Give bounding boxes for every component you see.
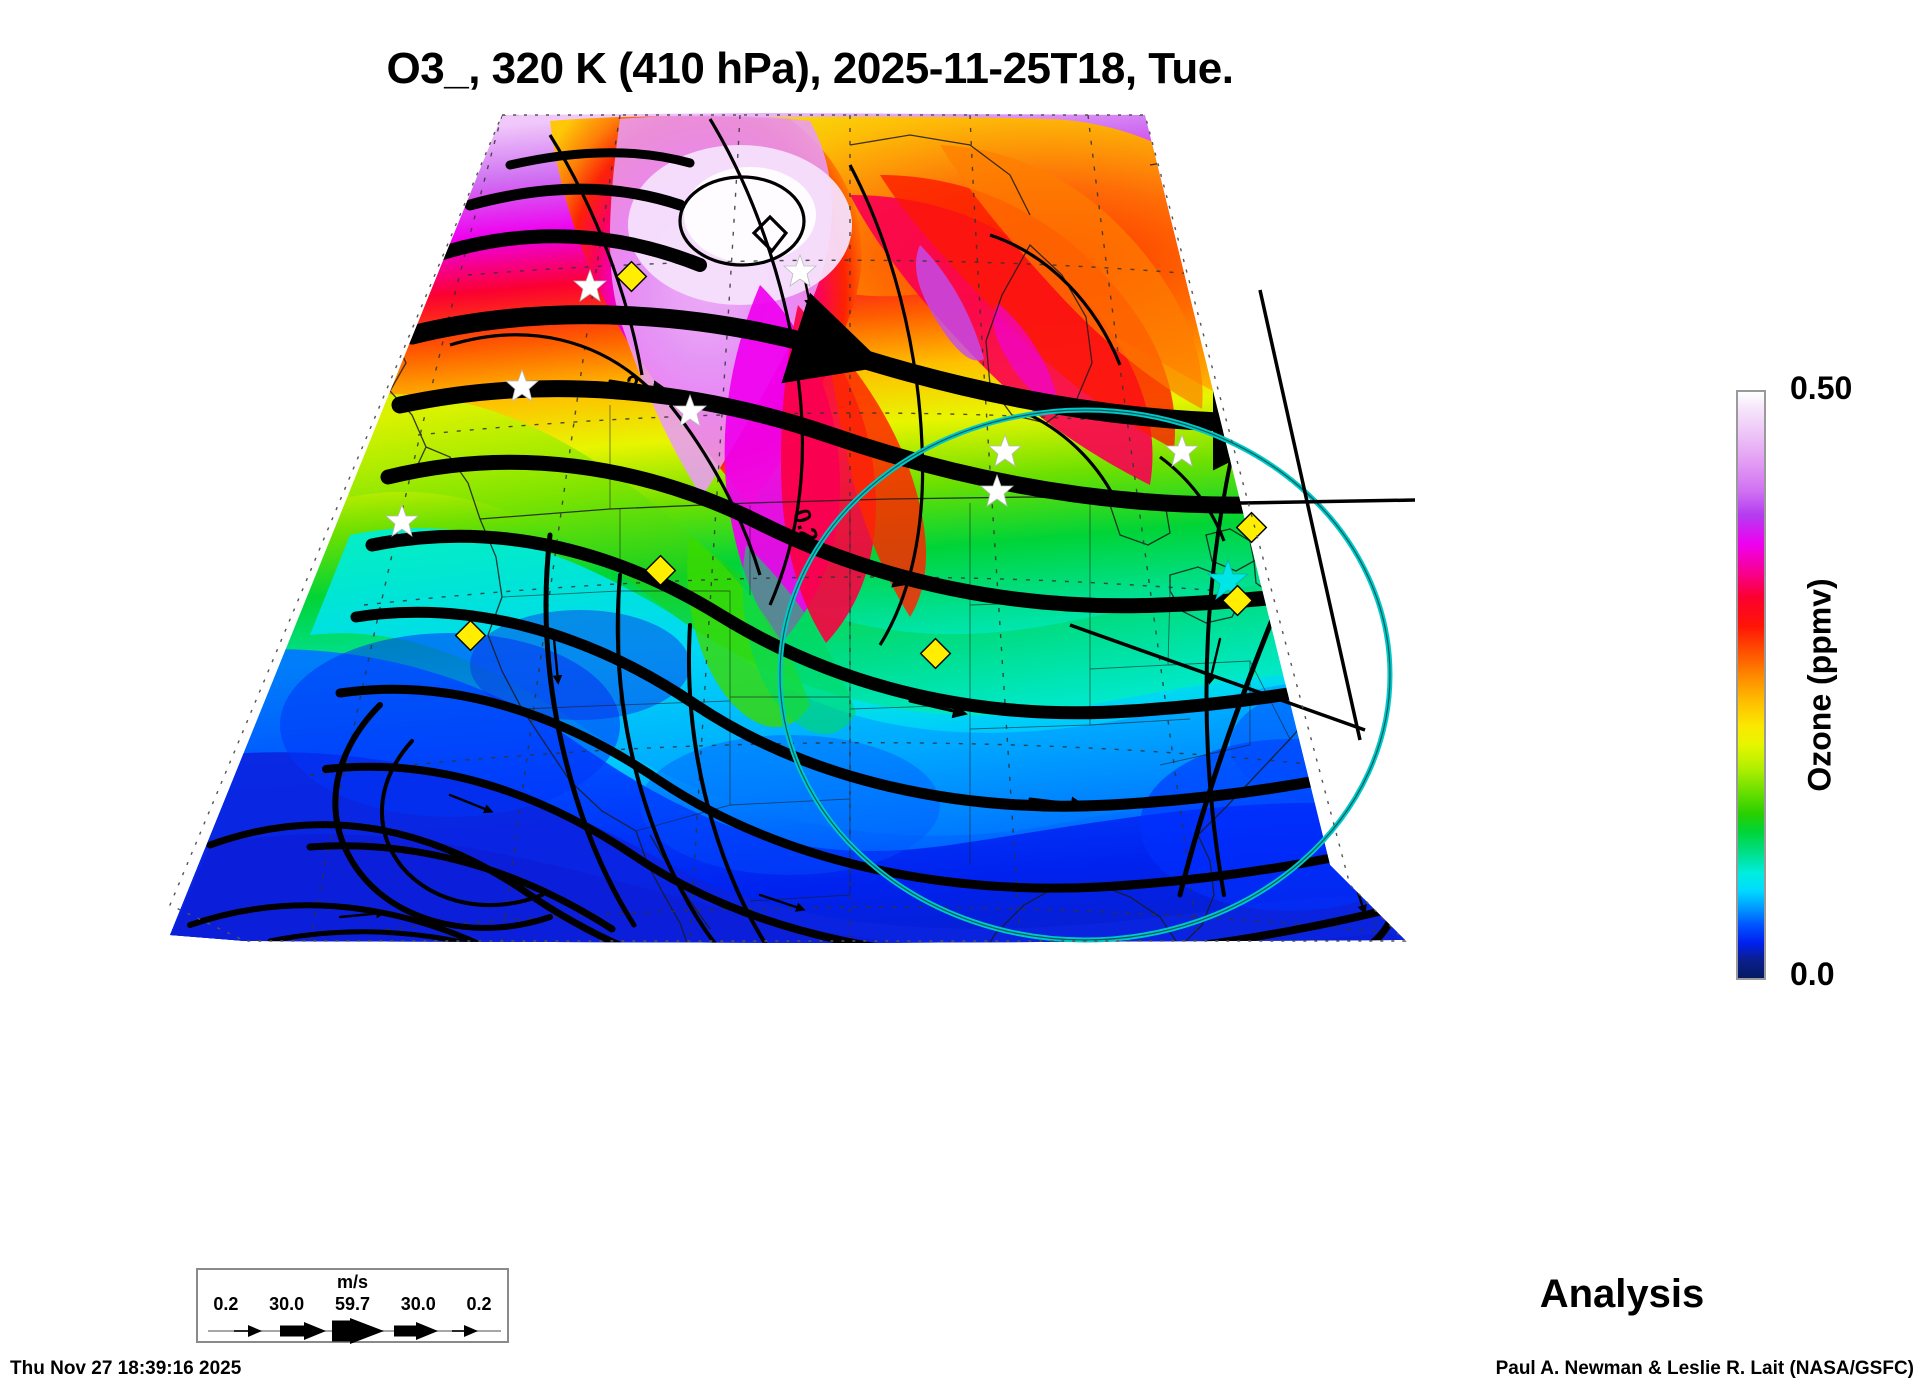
- ozone-map[interactable]: 0.2 0.2: [150, 105, 1570, 1265]
- white-star-marker[interactable]: [987, 433, 1023, 467]
- map-outline: [169, 114, 1407, 942]
- colorbar-min-label: 0.0: [1790, 956, 1835, 992]
- page-title: O3_, 320 K (410 hPa), 2025-11-25T18, Tue…: [386, 44, 1234, 93]
- colorbar-axis-title: Ozone (ppmv): [1802, 472, 1839, 791]
- wind-legend-arrows: [208, 1318, 501, 1344]
- white-star-marker[interactable]: [979, 473, 1015, 507]
- yellow-diamond-marker[interactable]: [1221, 584, 1254, 617]
- range-circle-outline: [779, 409, 1391, 941]
- white-star-marker[interactable]: [504, 368, 540, 402]
- author-credit: Paul A. Newman & Leslie R. Lait (NASA/GS…: [1495, 1358, 1914, 1379]
- white-star-marker[interactable]: [782, 253, 818, 287]
- yellow-diamond-marker[interactable]: [644, 554, 677, 587]
- yellow-diamond-marker[interactable]: [615, 260, 648, 293]
- yellow-diamond-marker[interactable]: [919, 637, 952, 670]
- wind-legend-unit: m/s: [336, 1272, 369, 1292]
- generation-timestamp: Thu Nov 27 18:39:16 2025: [10, 1358, 242, 1379]
- flight-tracks: [1069, 289, 1416, 741]
- station-markers[interactable]: [384, 253, 1268, 670]
- yellow-diamond-marker[interactable]: [1235, 511, 1268, 544]
- colorbar-max-label: 0.50: [1790, 370, 1853, 406]
- cyan-star-marker[interactable]: [1206, 558, 1250, 601]
- white-star-marker[interactable]: [384, 503, 420, 537]
- wind-legend-tick: 30.0: [400, 1294, 436, 1314]
- analysis-label: Analysis: [1539, 1272, 1705, 1316]
- white-star-marker[interactable]: [1164, 433, 1200, 467]
- wind-legend-ticks: 0.2 30.0 59.7 30.0 0.2: [198, 1294, 507, 1315]
- yellow-diamond-markers[interactable]: [454, 260, 1268, 670]
- white-star-marker[interactable]: [672, 393, 708, 427]
- map-panel[interactable]: 0.2 0.2: [150, 105, 1570, 1265]
- yellow-diamond-marker[interactable]: [454, 619, 487, 652]
- colorbar-axis-title-text: Ozone (ppmv): [1801, 578, 1838, 792]
- wind-legend-tick: 30.0: [269, 1294, 305, 1314]
- colorbar[interactable]: 0.50 0.0 Ozone (ppmv): [1736, 370, 1852, 992]
- white-star-marker[interactable]: [572, 268, 608, 302]
- wind-legend-tick: 0.2: [213, 1294, 239, 1314]
- wind-legend-tick: 0.2: [466, 1294, 492, 1314]
- wind-legend-tick: 59.7: [334, 1294, 370, 1314]
- white-star-markers[interactable]: [384, 253, 1200, 537]
- colorbar-gradient[interactable]: [1736, 390, 1766, 980]
- wind-speed-legend: m/s 0.2 30.0 59.7 30.0 0.2: [196, 1268, 509, 1344]
